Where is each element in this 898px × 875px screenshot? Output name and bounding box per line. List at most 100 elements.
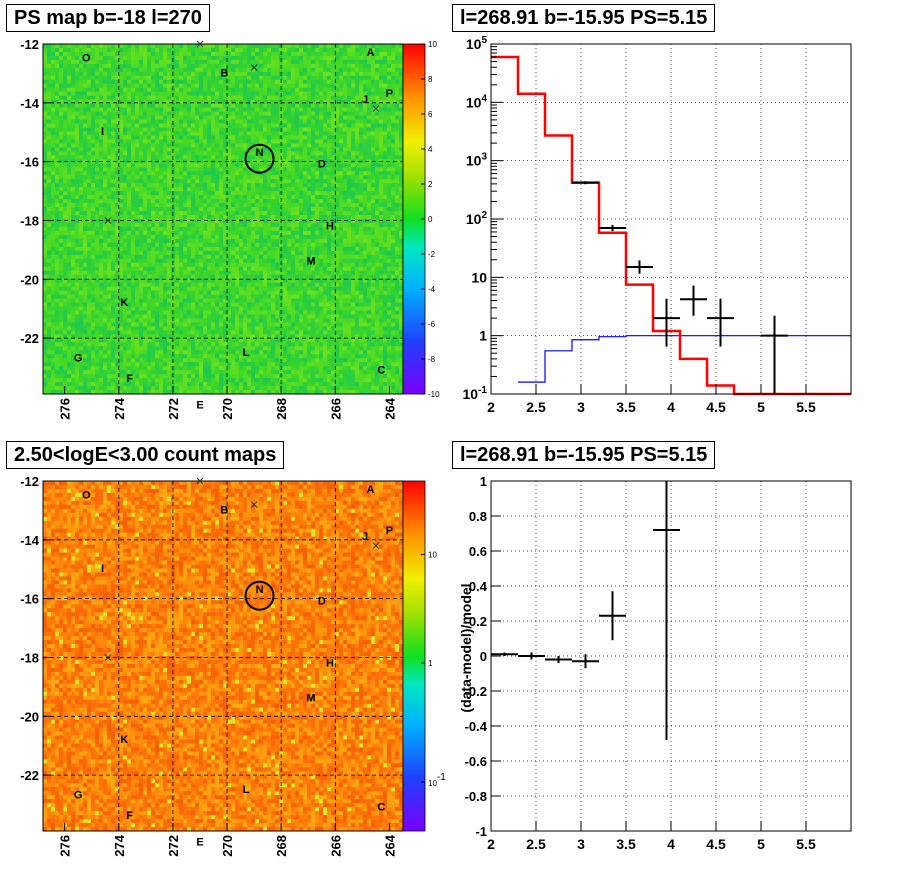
heatmap-cell xyxy=(107,127,112,132)
heatmap-cell xyxy=(391,191,396,196)
heatmap-cell xyxy=(251,67,256,73)
heatmap-cell xyxy=(115,262,120,268)
heatmap-cell xyxy=(343,63,348,69)
heatmap-cell xyxy=(47,234,52,240)
heatmap-cell xyxy=(251,167,256,172)
heatmap-cell xyxy=(243,230,248,236)
heatmap-cell xyxy=(203,199,208,204)
heatmap-cell xyxy=(367,215,372,220)
heatmap-cell xyxy=(219,67,224,73)
heatmap-cell xyxy=(87,207,92,212)
heatmap-cell xyxy=(59,250,64,256)
heatmap-cell xyxy=(75,203,80,208)
heatmap-cell xyxy=(59,131,64,136)
heatmap-cell xyxy=(327,131,332,136)
heatmap-cell xyxy=(147,111,152,116)
heatmap-cell xyxy=(351,183,356,188)
heatmap-cell xyxy=(339,123,344,128)
heatmap-cell xyxy=(271,254,276,260)
heatmap-cell xyxy=(347,143,352,148)
heatmap-cell xyxy=(359,107,364,113)
heatmap-cell xyxy=(123,155,128,160)
heatmap-cell xyxy=(287,226,292,232)
heatmap-cell xyxy=(335,199,340,204)
heatmap-cell xyxy=(291,111,296,116)
heatmap-cell xyxy=(175,171,180,176)
heatmap-cell xyxy=(347,226,352,232)
heatmap-cell xyxy=(75,183,80,188)
heatmap-cell xyxy=(223,55,228,61)
heatmap-cell xyxy=(335,179,340,184)
heatmap-cell xyxy=(187,71,192,77)
heatmap-cell xyxy=(159,211,164,216)
heatmap-cell xyxy=(359,143,364,148)
heatmap-cell xyxy=(255,203,260,208)
heatmap-cell xyxy=(143,215,148,220)
heatmap-cell xyxy=(303,119,308,124)
heatmap-cell xyxy=(139,63,144,69)
heatmap-cell xyxy=(323,91,328,97)
heatmap-cell xyxy=(195,183,200,188)
heatmap-cell xyxy=(131,91,136,97)
heatmap-cell xyxy=(335,222,340,228)
heatmap-cell xyxy=(123,179,128,184)
heatmap-cell xyxy=(87,179,92,184)
heatmap-cell xyxy=(259,127,264,132)
heatmap-cell xyxy=(379,123,384,128)
heatmap-cell xyxy=(59,127,64,132)
heatmap-cell xyxy=(139,262,144,268)
heatmap-cell xyxy=(351,203,356,208)
heatmap-cell xyxy=(375,103,380,109)
heatmap-cell xyxy=(151,71,156,77)
heatmap-cell xyxy=(371,131,376,136)
heatmap-cell xyxy=(127,191,132,196)
heatmap-cell xyxy=(43,151,48,156)
heatmap-cell xyxy=(195,222,200,228)
heatmap-cell xyxy=(211,95,216,101)
heatmap-cell xyxy=(279,234,284,240)
heatmap-cell xyxy=(95,219,100,224)
heatmap-cell xyxy=(139,171,144,176)
heatmap-cell xyxy=(363,179,368,184)
heatmap-cell xyxy=(235,187,240,192)
heatmap-cell xyxy=(219,207,224,212)
heatmap-cell xyxy=(187,230,192,236)
heatmap-cell xyxy=(135,87,140,93)
heatmap-cell xyxy=(187,151,192,156)
heatmap-cell xyxy=(275,187,280,192)
heatmap-cell xyxy=(375,115,380,120)
heatmap-cell xyxy=(123,175,128,180)
heatmap-cell xyxy=(351,258,356,264)
heatmap-cell xyxy=(291,167,296,172)
heatmap-cell xyxy=(315,163,320,168)
heatmap-cell xyxy=(43,99,48,105)
heatmap-cell xyxy=(303,207,308,212)
heatmap-cell xyxy=(107,95,112,101)
heatmap-cell xyxy=(75,139,80,144)
heatmap-cell xyxy=(71,234,76,240)
heatmap-cell xyxy=(371,211,376,216)
heatmap-cell xyxy=(375,242,380,248)
heatmap-cell xyxy=(63,143,68,148)
heatmap-cell xyxy=(123,159,128,164)
heatmap-cell xyxy=(231,55,236,61)
heatmap-cell xyxy=(235,163,240,168)
heatmap-cell xyxy=(323,119,328,124)
heatmap-cell xyxy=(259,155,264,160)
heatmap-cell xyxy=(159,119,164,124)
heatmap-cell xyxy=(343,179,348,184)
heatmap-cell xyxy=(339,211,344,216)
heatmap-cell xyxy=(363,238,368,244)
heatmap-cell xyxy=(255,219,260,224)
heatmap-cell xyxy=(311,67,316,73)
heatmap-cell xyxy=(235,55,240,61)
heatmap-cell xyxy=(111,75,116,81)
heatmap-cell xyxy=(395,59,400,65)
heatmap-cell xyxy=(207,163,212,168)
heatmap-cell xyxy=(335,226,340,232)
heatmap-cell xyxy=(203,262,208,268)
heatmap-cell xyxy=(163,67,168,73)
heatmap-cell xyxy=(347,67,352,73)
heatmap-cell xyxy=(203,167,208,172)
heatmap-cell xyxy=(267,187,272,192)
